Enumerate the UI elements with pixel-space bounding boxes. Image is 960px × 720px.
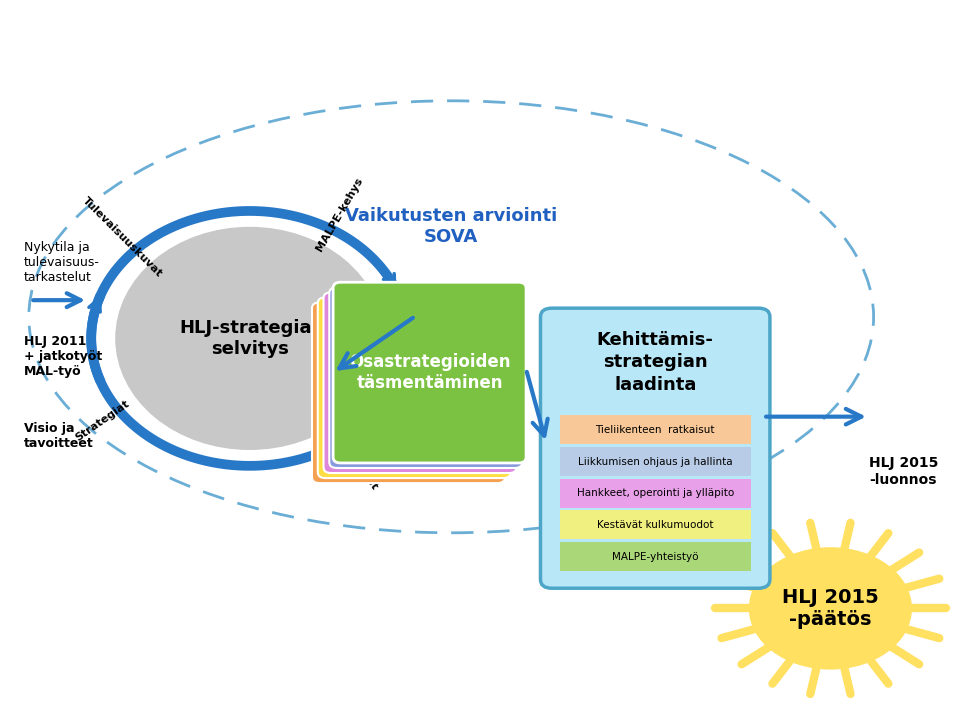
FancyBboxPatch shape <box>312 302 505 483</box>
Text: Visio ja
tavoitteet: Visio ja tavoitteet <box>24 422 94 449</box>
Circle shape <box>749 547 912 670</box>
FancyBboxPatch shape <box>560 479 751 508</box>
Text: Toimenpiteet: Toimenpiteet <box>325 420 380 492</box>
Text: HLJ 2011
+ jatkotyöt
MAL-työ: HLJ 2011 + jatkotyöt MAL-työ <box>24 335 103 378</box>
Text: Hankkeet, operointi ja ylläpito: Hankkeet, operointi ja ylläpito <box>577 488 733 498</box>
Text: Osastrategioiden
täsmentäminen: Osastrategioiden täsmentäminen <box>348 354 511 392</box>
FancyBboxPatch shape <box>329 287 522 468</box>
Text: Kehittämis-
strategian
laadinta: Kehittämis- strategian laadinta <box>597 331 713 394</box>
Text: Nykytila ja
tulevaisuus-
tarkastelut: Nykytila ja tulevaisuus- tarkastelut <box>24 241 100 284</box>
Text: MALPE-yhteistyö: MALPE-yhteistyö <box>612 552 699 562</box>
Text: Kestävät kulkumuodot: Kestävät kulkumuodot <box>597 520 713 530</box>
FancyBboxPatch shape <box>318 297 511 478</box>
Text: HLJ 2015
-luonnos: HLJ 2015 -luonnos <box>869 456 938 487</box>
FancyBboxPatch shape <box>333 282 526 463</box>
Text: Tulevaisuuskuvat: Tulevaisuuskuvat <box>81 195 164 279</box>
FancyBboxPatch shape <box>560 447 751 476</box>
FancyBboxPatch shape <box>560 542 751 571</box>
FancyBboxPatch shape <box>540 308 770 588</box>
Text: Vaikutusten arviointi
SOVA: Vaikutusten arviointi SOVA <box>345 207 558 246</box>
FancyBboxPatch shape <box>560 415 751 444</box>
Ellipse shape <box>115 227 384 450</box>
Text: Liikkumisen ohjaus ja hallinta: Liikkumisen ohjaus ja hallinta <box>578 456 732 467</box>
Text: Tieliikenteen  ratkaisut: Tieliikenteen ratkaisut <box>595 425 715 435</box>
Text: Strategiat: Strategiat <box>74 398 132 443</box>
FancyBboxPatch shape <box>560 510 751 539</box>
Text: HLJ 2015
-päätös: HLJ 2015 -päätös <box>782 588 878 629</box>
FancyBboxPatch shape <box>333 282 526 463</box>
Text: HLJ-strategia-
selvitys: HLJ-strategia- selvitys <box>180 319 320 358</box>
FancyBboxPatch shape <box>324 292 516 473</box>
Text: MALPE-kehys: MALPE-kehys <box>314 176 365 253</box>
